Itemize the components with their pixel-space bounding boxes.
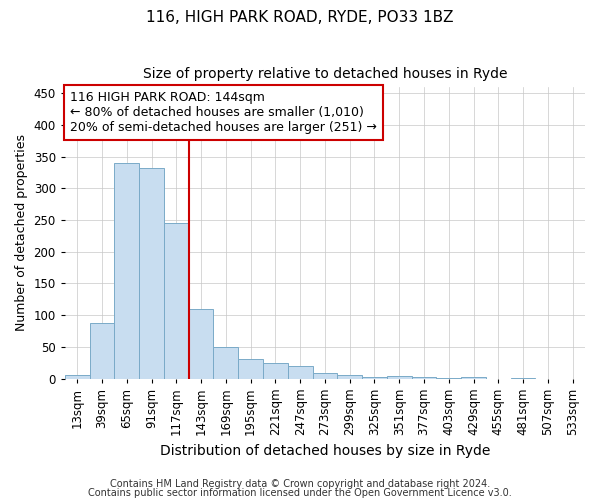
Text: 116 HIGH PARK ROAD: 144sqm
← 80% of detached houses are smaller (1,010)
20% of s: 116 HIGH PARK ROAD: 144sqm ← 80% of deta…	[70, 91, 377, 134]
Bar	[89, 322, 115, 378]
Bar	[115, 163, 139, 378]
Bar	[337, 376, 362, 378]
Text: Contains public sector information licensed under the Open Government Licence v3: Contains public sector information licen…	[88, 488, 512, 498]
Bar	[214, 347, 238, 378]
Bar	[387, 376, 412, 378]
X-axis label: Distribution of detached houses by size in Ryde: Distribution of detached houses by size …	[160, 444, 490, 458]
Bar	[139, 168, 164, 378]
Bar	[313, 373, 337, 378]
Bar	[188, 309, 214, 378]
Y-axis label: Number of detached properties: Number of detached properties	[15, 134, 28, 331]
Bar	[288, 366, 313, 378]
Bar	[238, 359, 263, 378]
Bar	[164, 223, 188, 378]
Text: Contains HM Land Registry data © Crown copyright and database right 2024.: Contains HM Land Registry data © Crown c…	[110, 479, 490, 489]
Bar	[362, 376, 387, 378]
Bar	[263, 364, 288, 378]
Bar	[65, 376, 89, 378]
Title: Size of property relative to detached houses in Ryde: Size of property relative to detached ho…	[143, 68, 507, 82]
Bar	[461, 377, 486, 378]
Text: 116, HIGH PARK ROAD, RYDE, PO33 1BZ: 116, HIGH PARK ROAD, RYDE, PO33 1BZ	[146, 10, 454, 25]
Bar	[412, 377, 436, 378]
